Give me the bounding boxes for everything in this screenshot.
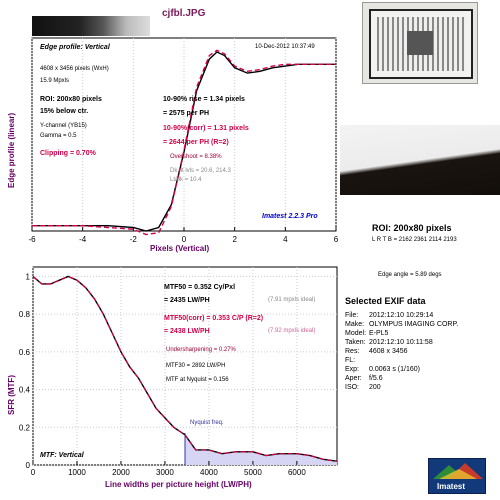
edge-x-tick-label: -2 (130, 235, 138, 244)
mtf-y-tick-label: 0.2 (19, 423, 31, 432)
edge-roi: ROI: 200x80 pixels (40, 96, 102, 103)
edge-x-tick-label: 4 (283, 235, 288, 244)
mtf-x-tick-label: 6000 (288, 468, 306, 477)
chart-thumbnail (362, 2, 478, 84)
edge-overshoot: Overshoot = 8.38% (170, 154, 222, 160)
exif-list: File: 2012:12:10 10:29:14 Make: OLYMPUS IM… (345, 312, 459, 391)
roi-crop (340, 125, 500, 195)
mtf-x-tick-label: 2000 (112, 468, 130, 477)
edge-x-tick-label: 6 (334, 235, 339, 244)
mtf-x-tick-label: 0 (31, 468, 36, 477)
edge-x-axis-label: Pixels (Vertical) (150, 244, 210, 253)
mtf50-lwph: = 2435 LW/PH (164, 297, 210, 304)
mtf-x-tick-label: 4000 (200, 468, 218, 477)
mtf-x-tick-label: 5000 (244, 468, 262, 477)
edge-rise-ph: = 2575 per PH (163, 110, 210, 117)
mtf-x-tick-label: 1000 (68, 468, 86, 477)
mtf-x-axis-label: Line widths per picture height (LW/PH) (105, 480, 252, 489)
edge-profile-corrected-line (32, 49, 336, 236)
edge-below: 15% below ctr. (40, 108, 89, 115)
mtf-title: MTF: Vertical (40, 452, 84, 459)
edge-datetime: 10-Dec-2012 10:37:49 (255, 44, 315, 50)
mtf50-corr-lwph: = 2438 LW/PH (164, 328, 210, 335)
edge-levels: Dk, lt lvls = 20.6, 214.3 (170, 168, 231, 174)
edge-x-tick-label: 0 (182, 235, 187, 244)
edge-corr-ph: = 2644 per PH (R=2) (163, 139, 229, 146)
edge-crop-strip (32, 16, 150, 36)
edge-profile-line (32, 51, 336, 232)
roi-label: ROI: 200x80 pixels (372, 223, 452, 233)
mtf50: MTF50 = 0.352 Cy/Pxl (164, 284, 236, 291)
mtf-y-axis-label: SFR (MTF) (7, 375, 16, 415)
edge-x-tick-label: 2 (232, 235, 237, 244)
file-title: cjfbl.JPG (162, 8, 206, 19)
exif-title: Selected EXIF data (345, 296, 426, 306)
mtf50-ideal: (7.91 mpxls ideal) (268, 297, 316, 303)
mtf-chart: 0 1000 2000 3000 4000 5000 6000 0 0.2 0.4 0.6 0.8 1 (19, 266, 338, 477)
mtf50-corr: MTF50(corr) = 0.353 C/P (R=2) (164, 315, 264, 322)
nyquist-shaded-area (185, 434, 337, 465)
mtf-nyquist: MTF at Nyquist = 0.156 (166, 377, 229, 383)
edge-dims: 4608 x 3456 pixels (WxH) (40, 66, 109, 72)
edge-y-axis-label: Edge profile (linear) (7, 112, 16, 188)
edge-clipping: Clipping = 0.70% (40, 150, 96, 157)
edge-panel: -6 -4 -2 0 2 4 6 Edge profile: Vertical 10-Dec… (0, 0, 345, 265)
edge-mpxls: 15.9 Mpxls (40, 78, 70, 84)
edge-angle: Edge angle = 5.89 degs (378, 272, 442, 278)
edge-rise: 10-90% rise = 1.34 pixels (163, 96, 245, 103)
mtf-corrected-line (32, 275, 338, 462)
edge-ychannel: Y-channel (YB15) (40, 123, 87, 129)
nyquist-label: Nyquist freq. (190, 420, 224, 426)
roi-lrtb: L R T B = 2162 2361 2114 2193 (372, 237, 457, 243)
mtf-y-tick-label: 1 (26, 272, 31, 281)
imatest-logo: Imatest (428, 458, 486, 494)
mtf-plot-frame (32, 266, 338, 466)
mtf-y-tick-label: 0.8 (19, 310, 31, 319)
edge-gamma: Gamma = 0.5 (40, 133, 77, 139)
edge-corr: 10-90%(corr) = 1.31 pixels (163, 125, 249, 132)
mtf-y-tick-label: 0.4 (19, 386, 31, 395)
mtf50-corr-ideal: (7.92 mpxls ideal) (268, 328, 316, 334)
edge-ltdk: Lt/dk = 10.4 (170, 177, 202, 183)
mtf-y-tick-label: 0 (26, 461, 31, 470)
mtf-y-tick-label: 0.6 (19, 348, 31, 357)
undersharpening: Undersharpening = 0.27% (166, 347, 236, 353)
edge-x-tick-label: -4 (79, 235, 87, 244)
imatest-version: Imatest 2.2.3 Pro (262, 213, 318, 220)
mtf30: MTF30 = 2892 LW/PH (166, 363, 226, 369)
mtf-x-tick-label: 3000 (156, 468, 174, 477)
edge-x-tick-label: -6 (28, 235, 36, 244)
edge-title: Edge profile: Vertical (40, 44, 110, 51)
edge-profile-chart: -6 -4 -2 0 2 4 6 (28, 37, 339, 244)
